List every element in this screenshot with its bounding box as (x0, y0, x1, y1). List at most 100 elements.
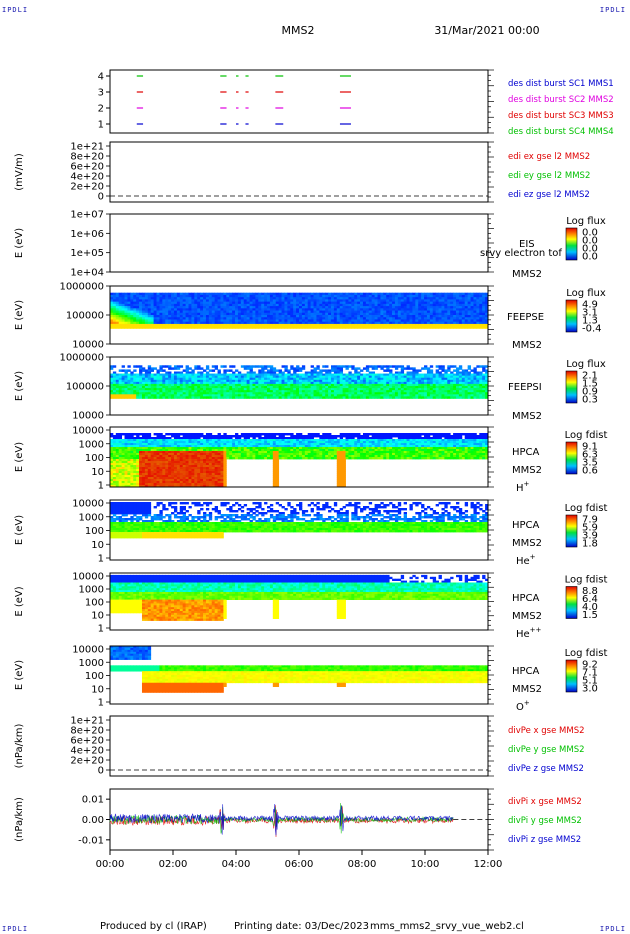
footer-printing-date: Printing date: 03/Dec/2023 (234, 921, 369, 932)
feepse-panel-ylabel: E (eV) (14, 300, 25, 330)
hpca-h-panel-ytick-label: 1000 (79, 439, 104, 450)
eis-panel-ytick-label: 1e+05 (70, 248, 104, 259)
hpca-he2-panel-colorbar-tick: 4.0 (582, 602, 598, 613)
hpca-he1-panel-colorbar (565, 514, 578, 548)
edi-panel-ytick-label: 8e+20 (70, 152, 104, 163)
edi-panel-frame (109, 141, 489, 203)
feepse-panel-spectrogram (110, 292, 489, 329)
footer-produced-by: Produced by cl (IRAP) (100, 921, 207, 932)
corner-tag-bottom-left: IPDLI (2, 925, 29, 933)
burst-ytick-label: 4 (98, 72, 104, 83)
eis-colorbar-tick: 0.0 (582, 236, 598, 247)
hpca-h-panel-colorbar-tick: 0.6 (582, 466, 598, 477)
feepsi-panel-ytick-label: 1000000 (59, 353, 104, 364)
burst-legend-entry: des dist burst SC1 MMS1 (508, 79, 614, 89)
divpe-panel-ylabel: (nPa/km) (14, 724, 25, 769)
corner-tag-bottom-right: IPDLI (599, 925, 626, 933)
eis-panel-ytick-label: 1e+06 (70, 229, 104, 240)
hpca-h-panel-species-label: H+ (516, 480, 530, 494)
hpca-he2-panel-ytick-label: 1 (98, 624, 104, 635)
hpca-he2-panel-species-label: He++ (516, 626, 542, 640)
feepsi-panel-ytick-label: 10000 (72, 411, 104, 422)
hpca-o-panel-spacecraft-label: MMS2 (512, 684, 542, 695)
feepse-panel-ytick-label: 1000000 (59, 282, 104, 293)
eis-spacecraft-label: MMS2 (512, 269, 542, 280)
eis-colorbar-title: Log flux (566, 216, 606, 227)
hpca-o-panel-ytick-label: 100 (85, 671, 104, 682)
divpi-legend-entry: divPi x gse MMS2 (508, 797, 582, 807)
hpca-h-panel-ylabel: E (eV) (14, 442, 25, 472)
hpca-he2-panel-instrument-label: HPCA (512, 593, 540, 604)
hpca-he1-panel-colorbar-tick: 5.9 (582, 523, 598, 534)
hpca-he1-panel-species-label: He+ (516, 553, 536, 567)
hpca-o-panel-ytick-label: 1 (98, 698, 104, 709)
burst-legend-entry: des dist burst SC4 MMS4 (508, 127, 614, 137)
hpca-he2-panel-ytick-label: 100 (85, 598, 104, 609)
eis-mode-label: srvy electron tof (480, 248, 562, 259)
x-axis-tick-label: 06:00 (285, 859, 314, 870)
feepse-colorbar-tick: 1.3 (582, 316, 598, 327)
burst-ytick-label: 2 (98, 104, 104, 115)
divpe-panel-ytick-label: 8e+20 (70, 726, 104, 737)
feepse-colorbar-title: Log flux (566, 288, 606, 299)
edi-panel-legend-entry: edi ey gse l2 MMS2 (508, 171, 590, 181)
hpca-h-panel-spectrogram (110, 433, 489, 488)
edi-panel-ytick-label: 4e+20 (70, 172, 104, 183)
x-axis-tick-label: 00:00 (96, 859, 125, 870)
divpi-panel-ylabel: (nPa/km) (14, 797, 25, 842)
eis-panel-ytick-label: 1e+07 (70, 210, 104, 221)
x-axis-tick-label: 08:00 (348, 859, 377, 870)
feepsi-colorbar-tick: 0.3 (582, 395, 598, 406)
edi-panel-ytick-label: 0 (98, 192, 104, 203)
divpe-panel-legend-entry: divPe x gse MMS2 (508, 726, 585, 736)
feepsi-colorbar-tick: 2.1 (582, 371, 598, 382)
hpca-h-panel-ytick-label: 10000 (72, 426, 104, 437)
hpca-he1-panel-ylabel: E (eV) (14, 515, 25, 545)
eis-colorbar-tick: 0.0 (582, 244, 598, 255)
datetime-label: 31/Mar/2021 00:00 (434, 24, 539, 37)
divpe-panel-ytick-label: 0 (98, 766, 104, 777)
divpi-legend-entry: divPi z gse MMS2 (508, 835, 581, 845)
hpca-he2-panel-ytick-label: 1000 (79, 585, 104, 596)
hpca-he1-panel-colorbar-title: Log fdist (565, 503, 608, 514)
hpca-h-panel-ytick-label: 1 (98, 481, 104, 492)
divpe-panel-frame (109, 715, 489, 777)
divpe-panel-ytick-label: 2e+20 (70, 756, 104, 767)
spacecraft-label: MMS2 (282, 24, 315, 37)
hpca-he1-panel-colorbar-tick: 3.9 (582, 531, 598, 542)
hpca-he1-panel-ytick-label: 10 (91, 540, 104, 551)
hpca-o-panel-colorbar-tick: 5.1 (582, 676, 598, 687)
hpca-he2-panel-ylabel: E (eV) (14, 586, 25, 616)
eis-instrument-label: EIS (519, 239, 535, 250)
divpi-panel-ytick-label: -0.01 (78, 835, 104, 846)
feepse-colorbar (565, 299, 578, 333)
hpca-h-panel-colorbar (565, 441, 578, 475)
divpi-panel-ytick-label: 0.01 (82, 795, 104, 806)
feepse-panel-ytick-label: 100000 (66, 311, 104, 322)
feepsi-colorbar-tick: 1.5 (582, 379, 598, 390)
hpca-he2-panel-colorbar-tick: 1.5 (582, 610, 598, 621)
hpca-h-panel-colorbar-tick: 9.1 (582, 442, 598, 453)
x-axis-tick-label: 02:00 (159, 859, 188, 870)
burst-legend-entry: des dist burst SC2 MMS2 (508, 95, 614, 105)
corner-tag-top-left: IPDLI (2, 6, 29, 14)
hpca-he1-panel-ytick-label: 10000 (72, 499, 104, 510)
edi-panel-ytick-label: 2e+20 (70, 182, 104, 193)
feepsi-spacecraft-label: MMS2 (512, 411, 542, 422)
hpca-o-panel-ylabel: E (eV) (14, 660, 25, 690)
hpca-o-panel-ytick-label: 1000 (79, 658, 104, 669)
hpca-o-panel-instrument-label: HPCA (512, 666, 540, 677)
burst-legend-entry: des dist burst SC3 MMS3 (508, 111, 614, 121)
feepsi-colorbar-title: Log flux (566, 359, 606, 370)
hpca-h-panel-spacecraft-label: MMS2 (512, 465, 542, 476)
feepse-panel-ytick-label: 10000 (72, 340, 104, 351)
hpca-he1-panel-colorbar-tick: 7.9 (582, 515, 598, 526)
hpca-h-panel-instrument-label: HPCA (512, 447, 540, 458)
hpca-he2-panel-colorbar-tick: 8.8 (582, 586, 598, 597)
edi-panel-legend-entry: edi ex gse l2 MMS2 (508, 152, 590, 162)
divpe-panel-legend-entry: divPe z gse MMS2 (508, 764, 584, 774)
hpca-o-panel-colorbar-tick: 9.2 (582, 660, 598, 671)
hpca-o-panel-spectrogram (110, 646, 489, 693)
feepse-colorbar-tick: 3.1 (582, 308, 598, 319)
eis-panel-frame (109, 213, 489, 273)
